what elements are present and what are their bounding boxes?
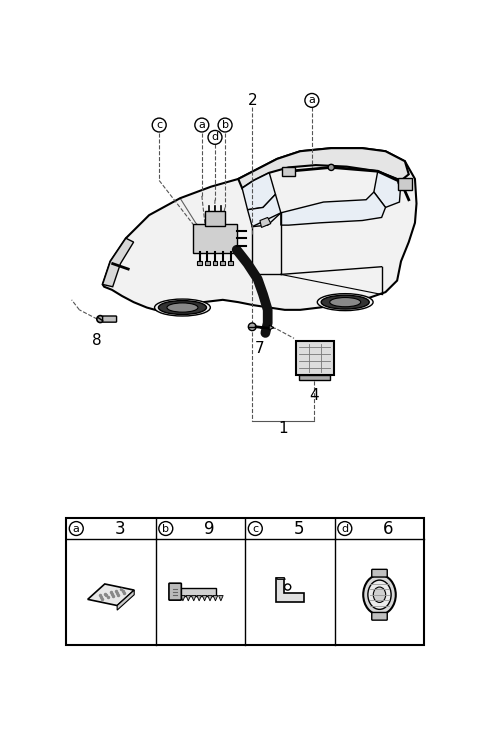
- Ellipse shape: [363, 575, 396, 615]
- Text: c: c: [156, 120, 162, 130]
- Polygon shape: [192, 595, 196, 601]
- Text: 2: 2: [247, 93, 257, 108]
- FancyBboxPatch shape: [192, 224, 238, 252]
- Polygon shape: [208, 595, 212, 601]
- Text: a: a: [73, 523, 80, 534]
- Polygon shape: [117, 590, 134, 610]
- Ellipse shape: [330, 297, 360, 307]
- Polygon shape: [202, 595, 207, 601]
- Text: 5: 5: [294, 520, 304, 537]
- Polygon shape: [276, 578, 304, 603]
- Text: 6: 6: [383, 520, 394, 537]
- Ellipse shape: [373, 587, 386, 603]
- Text: 7: 7: [255, 341, 265, 356]
- FancyBboxPatch shape: [300, 374, 330, 380]
- Polygon shape: [103, 148, 417, 311]
- Polygon shape: [88, 584, 134, 606]
- Text: a: a: [198, 120, 205, 130]
- Text: b: b: [222, 120, 228, 130]
- FancyBboxPatch shape: [220, 261, 225, 265]
- FancyBboxPatch shape: [205, 211, 225, 226]
- Ellipse shape: [317, 294, 373, 310]
- Polygon shape: [180, 595, 185, 601]
- Text: 1: 1: [278, 421, 288, 436]
- Polygon shape: [260, 217, 271, 228]
- Text: c: c: [252, 523, 258, 534]
- Ellipse shape: [321, 295, 369, 309]
- Text: 9: 9: [204, 520, 215, 537]
- Ellipse shape: [368, 580, 391, 609]
- Polygon shape: [213, 595, 218, 601]
- Polygon shape: [276, 578, 285, 579]
- Polygon shape: [218, 595, 223, 601]
- Polygon shape: [281, 192, 385, 225]
- FancyBboxPatch shape: [282, 167, 295, 176]
- Ellipse shape: [167, 303, 198, 312]
- Polygon shape: [197, 595, 202, 601]
- FancyBboxPatch shape: [197, 261, 202, 265]
- Text: 8: 8: [92, 333, 102, 348]
- Text: a: a: [309, 95, 315, 106]
- Polygon shape: [374, 171, 401, 208]
- FancyBboxPatch shape: [372, 612, 387, 620]
- Ellipse shape: [97, 316, 104, 322]
- FancyBboxPatch shape: [228, 261, 233, 265]
- FancyBboxPatch shape: [205, 261, 210, 265]
- Polygon shape: [186, 595, 191, 601]
- FancyBboxPatch shape: [169, 584, 181, 600]
- Text: d: d: [341, 523, 348, 534]
- Text: 4: 4: [310, 388, 319, 404]
- Circle shape: [398, 179, 404, 185]
- Circle shape: [285, 584, 291, 590]
- Text: b: b: [162, 523, 169, 534]
- Polygon shape: [238, 148, 409, 188]
- Polygon shape: [242, 172, 276, 210]
- Circle shape: [286, 168, 292, 174]
- FancyBboxPatch shape: [296, 341, 335, 375]
- Polygon shape: [248, 195, 281, 227]
- Polygon shape: [269, 325, 274, 330]
- FancyBboxPatch shape: [398, 178, 412, 191]
- FancyBboxPatch shape: [372, 570, 387, 577]
- Text: 3: 3: [115, 520, 125, 537]
- Circle shape: [328, 164, 335, 170]
- Polygon shape: [103, 239, 133, 287]
- FancyBboxPatch shape: [66, 517, 424, 644]
- Text: d: d: [211, 132, 218, 142]
- Ellipse shape: [155, 299, 210, 316]
- FancyBboxPatch shape: [103, 316, 117, 322]
- Ellipse shape: [248, 323, 256, 330]
- FancyBboxPatch shape: [213, 261, 217, 265]
- Ellipse shape: [158, 301, 206, 314]
- FancyBboxPatch shape: [178, 588, 216, 595]
